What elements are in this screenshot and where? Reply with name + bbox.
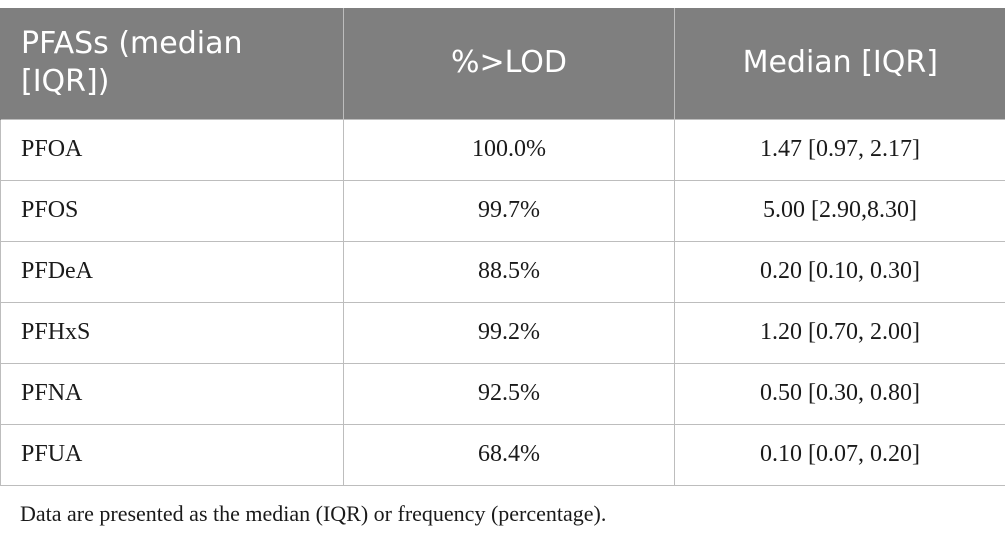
header-pfass: PFASs (median [IQR]) <box>0 8 344 119</box>
table-header: PFASs (median [IQR]) %>LOD Median [IQR] <box>0 8 1005 119</box>
pfas-table: PFASs (median [IQR]) %>LOD Median [IQR] … <box>0 8 1005 486</box>
table-row: PFUA 68.4% 0.10 [0.07, 0.20] <box>0 423 1005 486</box>
table-footnote: Data are presented as the median (IQR) o… <box>20 501 607 526</box>
table-row: PFNA 92.5% 0.50 [0.30, 0.80] <box>0 362 1005 425</box>
row-lod: 99.7% <box>343 179 675 242</box>
data-table-container: PFASs (median [IQR]) %>LOD Median [IQR] … <box>0 8 1005 486</box>
row-median: 0.50 [0.30, 0.80] <box>674 362 1005 425</box>
row-lod: 99.2% <box>343 301 675 364</box>
row-name: PFOS <box>0 179 344 242</box>
header-median-iqr: Median [IQR] <box>674 8 1005 119</box>
row-median: 5.00 [2.90,8.30] <box>674 179 1005 242</box>
row-median: 0.20 [0.10, 0.30] <box>674 240 1005 303</box>
row-median: 0.10 [0.07, 0.20] <box>674 423 1005 486</box>
table-row: PFOA 100.0% 1.47 [0.97, 2.17] <box>0 118 1005 181</box>
row-lod: 100.0% <box>343 118 675 181</box>
row-name: PFOA <box>0 118 344 181</box>
header-lod: %>LOD <box>343 8 675 119</box>
row-name: PFDeA <box>0 240 344 303</box>
row-lod: 68.4% <box>343 423 675 486</box>
table-row: PFOS 99.7% 5.00 [2.90,8.30] <box>0 179 1005 242</box>
table-body: PFOA 100.0% 1.47 [0.97, 2.17] PFOS 99.7%… <box>0 118 1005 486</box>
row-median: 1.47 [0.97, 2.17] <box>674 118 1005 181</box>
table-row: PFDeA 88.5% 0.20 [0.10, 0.30] <box>0 240 1005 303</box>
row-lod: 88.5% <box>343 240 675 303</box>
row-name: PFHxS <box>0 301 344 364</box>
row-lod: 92.5% <box>343 362 675 425</box>
table-row: PFHxS 99.2% 1.20 [0.70, 2.00] <box>0 301 1005 364</box>
row-name: PFUA <box>0 423 344 486</box>
header-row: PFASs (median [IQR]) %>LOD Median [IQR] <box>0 8 1005 119</box>
row-name: PFNA <box>0 362 344 425</box>
row-median: 1.20 [0.70, 2.00] <box>674 301 1005 364</box>
